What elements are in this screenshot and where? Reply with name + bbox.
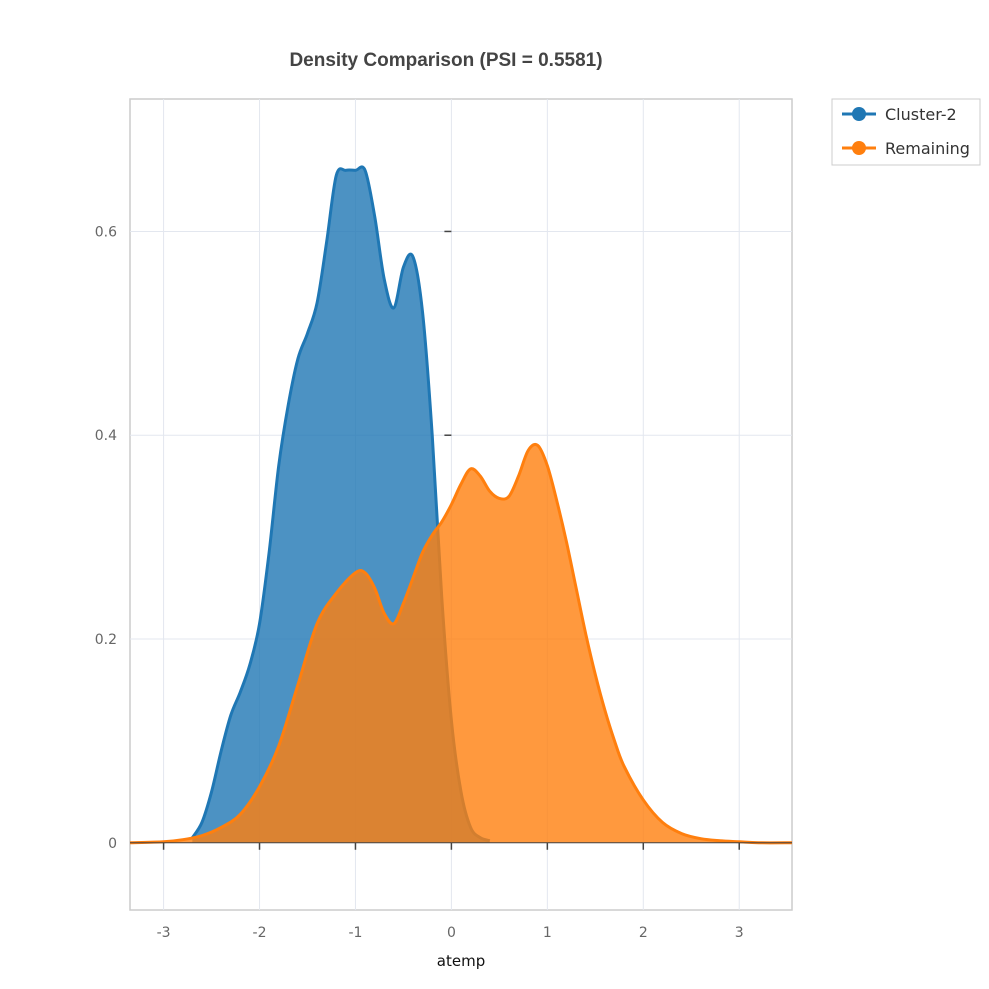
legend-marker-remaining [852, 141, 866, 155]
x-tick-label-0: -3 [157, 925, 171, 941]
y-tick-label-3: 0.6 [95, 224, 117, 240]
legend: Cluster-2 Remaining [831, 98, 981, 166]
x-tick-label-3: 0 [447, 925, 456, 941]
x-axis-ticks: -3 -2 -1 0 1 2 3 [157, 842, 744, 941]
legend-item-remaining[interactable]: Remaining [842, 139, 970, 158]
density-line-remaining [129, 442, 793, 845]
x-axis-label: atemp [437, 952, 485, 970]
zero-baseline [130, 230, 792, 844]
x-tick-label-2: -1 [348, 925, 362, 941]
legend-label-remaining: Remaining [885, 139, 970, 158]
y-tick-label-2: 0.4 [95, 428, 117, 444]
x-tick-label-4: 1 [543, 925, 552, 941]
area-fill-remaining [130, 444, 792, 843]
y-tick-label-0: 0 [108, 836, 117, 852]
chart-title: Density Comparison (PSI = 0.5581) [289, 50, 602, 71]
x-tick-label-5: 2 [639, 925, 648, 941]
x-tick-label-1: -2 [253, 925, 267, 941]
legend-item-cluster-2[interactable]: Cluster-2 [842, 105, 957, 124]
x-tick-label-6: 3 [735, 925, 744, 941]
y-axis-ticks: 0 0.2 0.4 0.6 [95, 224, 117, 851]
density-areas [129, 165, 793, 845]
y-tick-label-1: 0.2 [95, 632, 117, 648]
legend-marker-cluster-2 [852, 107, 866, 121]
legend-label-cluster-2: Cluster-2 [885, 105, 957, 124]
